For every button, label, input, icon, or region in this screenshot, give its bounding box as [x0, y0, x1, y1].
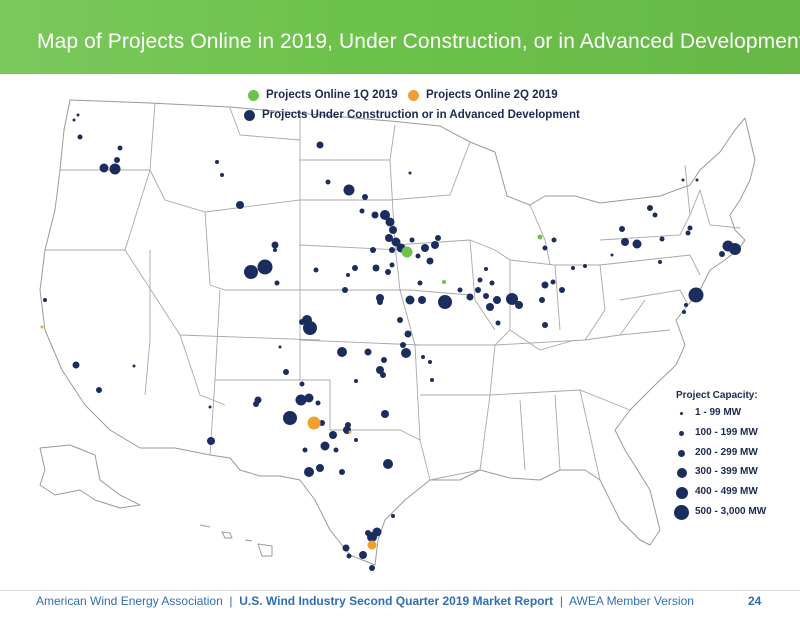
- footer-report-title: U.S. Wind Industry Second Quarter 2019 M…: [239, 594, 554, 608]
- marker-group-1q-2019: [401, 234, 543, 284]
- legend-dot-1q-icon: [248, 90, 259, 101]
- footer-citation: American Wind Energy Association | U.S. …: [36, 594, 694, 608]
- capacity-label: 100 - 199 MW: [695, 427, 758, 438]
- capacity-label: 200 - 299 MW: [695, 447, 758, 458]
- us-outline: [39, 99, 756, 566]
- us-map: [39, 99, 756, 571]
- capacity-dot-icon: [676, 487, 688, 499]
- footer-org: American Wind Energy Association: [36, 594, 223, 608]
- alaska-outline: [39, 444, 141, 509]
- marker-group-northwest: [43, 113, 136, 393]
- marker-group-texas: [302, 393, 395, 571]
- capacity-row: 200 - 299 MW: [673, 446, 793, 462]
- footer-separator: |: [229, 594, 233, 608]
- capacity-dot-icon: [677, 468, 687, 478]
- marker-group-2q-2019: [40, 325, 377, 550]
- page-title: Map of Projects Online in 2019, Under Co…: [37, 30, 800, 53]
- capacity-label: 1 - 99 MW: [695, 407, 742, 418]
- footer: American Wind Energy Association | U.S. …: [0, 590, 800, 620]
- capacity-legend-title: Project Capacity:: [676, 390, 758, 401]
- page-number: 24: [748, 594, 762, 608]
- capacity-dot-icon: [678, 450, 685, 457]
- footer-separator: |: [559, 594, 563, 608]
- legend-label-under-construction: Projects Under Construction or in Advanc…: [262, 109, 580, 121]
- capacity-row: 100 - 199 MW: [673, 426, 793, 442]
- title-banner: Map of Projects Online in 2019, Under Co…: [0, 0, 800, 74]
- marker-group-midwest: [405, 171, 587, 328]
- capacity-row: 400 - 499 MW: [673, 485, 793, 501]
- hawaii-outline: [199, 524, 273, 557]
- capacity-label: 300 - 399 MW: [695, 466, 758, 477]
- project-markers: [40, 113, 741, 571]
- legend-dot-2q-icon: [408, 90, 419, 101]
- state-outlines: [39, 99, 756, 566]
- capacity-dot-icon: [679, 431, 684, 436]
- capacity-row: 1 - 99 MW: [673, 406, 793, 422]
- capacity-row: 300 - 399 MW: [673, 465, 793, 481]
- capacity-row: 500 - 3,000 MW: [673, 505, 793, 521]
- legend-label-2q: Projects Online 2Q 2019: [426, 89, 558, 101]
- marker-group-mountain: [207, 141, 324, 445]
- capacity-dot-icon: [680, 412, 683, 415]
- legend-label-1q: Projects Online 1Q 2019: [266, 89, 398, 101]
- capacity-label: 400 - 499 MW: [695, 486, 758, 497]
- marker-group-northeast: [610, 178, 741, 314]
- marker-group-plains: [273, 179, 434, 383]
- capacity-label: 500 - 3,000 MW: [695, 506, 767, 517]
- footer-version: AWEA Member Version: [569, 594, 694, 608]
- capacity-dot-icon: [674, 505, 689, 520]
- legend-dot-under-construction-icon: [244, 110, 255, 121]
